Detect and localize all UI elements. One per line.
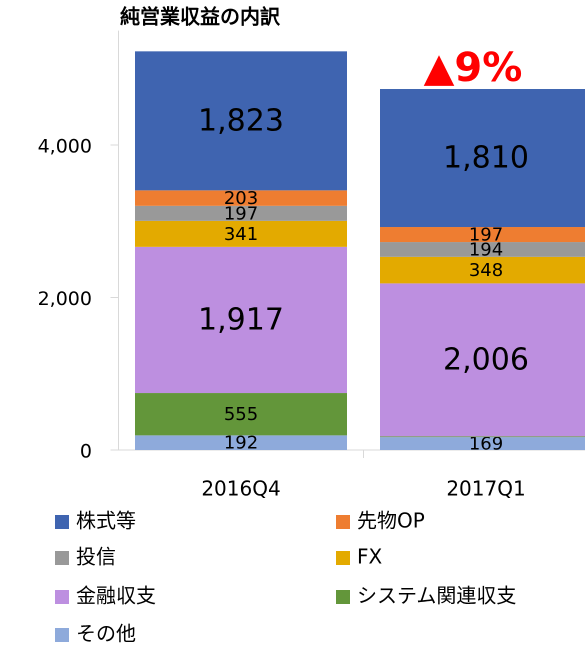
data-label: 197	[469, 225, 503, 246]
legend-swatch	[336, 515, 350, 529]
legend-label: 投信	[76, 545, 116, 569]
legend-swatch	[336, 590, 350, 604]
bar-segment	[380, 227, 585, 243]
data-label: 169	[469, 434, 503, 455]
data-label: 2,006	[443, 342, 529, 377]
data-label: 341	[224, 224, 258, 245]
bar-segment	[380, 283, 585, 437]
bar-segment	[135, 246, 347, 394]
annotation: ▲9%	[424, 45, 523, 91]
y-tick-label: 4,000	[38, 135, 92, 157]
bar-segment	[380, 89, 585, 228]
data-label: 348	[469, 260, 503, 281]
data-label: 194	[469, 239, 503, 260]
legend-swatch	[55, 590, 69, 604]
bar-segment	[135, 51, 347, 191]
legend-swatch	[55, 628, 69, 642]
bar-segment	[135, 393, 347, 436]
data-label: 197	[224, 203, 258, 224]
legend-swatch	[336, 551, 350, 565]
x-tick-label: 2017Q1	[446, 477, 525, 501]
data-label: 555	[224, 404, 258, 425]
y-tick-label: 2,000	[38, 288, 92, 310]
bar-segment	[135, 190, 347, 206]
bar-segment	[135, 220, 347, 247]
y-tick-label: 0	[80, 441, 92, 463]
bar-segment	[135, 205, 347, 221]
legend-label: システム関連収支	[357, 584, 516, 608]
chart-title: 純営業収益の内訳	[120, 5, 281, 29]
data-label: 1,810	[443, 141, 529, 176]
bar-segment	[380, 242, 585, 257]
legend-label: 金融収支	[76, 584, 156, 608]
bar-segment	[380, 436, 585, 438]
legend-swatch	[55, 515, 69, 529]
legend-swatch	[55, 551, 69, 565]
x-tick-label: 2016Q4	[201, 477, 280, 501]
legend-label: 先物OP	[357, 509, 425, 533]
legend-label: その他	[76, 622, 136, 646]
data-label: 203	[224, 188, 258, 209]
bar-segment	[135, 435, 347, 450]
data-label: 192	[224, 433, 258, 454]
data-label: 1,917	[198, 302, 284, 337]
data-label: 1,823	[198, 103, 284, 138]
legend-label: 株式等	[76, 509, 136, 533]
bar-segment	[380, 256, 585, 284]
bar-segment	[380, 437, 585, 450]
legend-label: FX	[357, 545, 383, 569]
